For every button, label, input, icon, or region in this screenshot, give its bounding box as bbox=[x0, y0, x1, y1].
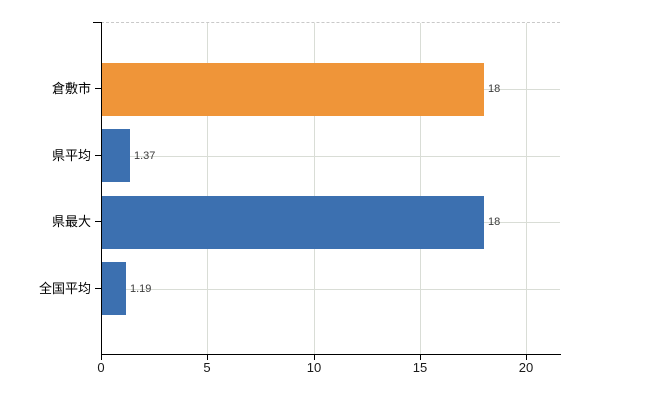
bar-value-label: 1.37 bbox=[134, 150, 156, 162]
y-axis-top-tick bbox=[93, 22, 101, 23]
h-gridline bbox=[101, 289, 560, 290]
bar-value-label: 18 bbox=[488, 83, 501, 95]
x-tick-label: 20 bbox=[518, 360, 534, 375]
y-axis-tick bbox=[95, 155, 101, 156]
x-tick-label: 5 bbox=[203, 360, 211, 375]
y-axis-tick bbox=[95, 221, 101, 222]
x-tick-label: 0 bbox=[97, 360, 105, 375]
plot-area: 18 1.37 18 1.19 bbox=[101, 22, 560, 354]
y-axis-tick bbox=[95, 288, 101, 289]
y-axis-tick bbox=[95, 88, 101, 89]
x-axis-line bbox=[101, 354, 561, 355]
bar bbox=[101, 196, 484, 249]
y-axis-line bbox=[101, 22, 102, 354]
x-axis-tick bbox=[207, 355, 208, 360]
bar bbox=[101, 63, 484, 116]
x-axis-tick bbox=[420, 355, 421, 360]
bar-value-label: 1.19 bbox=[130, 283, 152, 295]
x-axis-tick bbox=[314, 355, 315, 360]
bar bbox=[101, 129, 130, 182]
x-tick-label: 15 bbox=[412, 360, 428, 375]
bar bbox=[101, 262, 126, 315]
category-label: 県最大 bbox=[51, 214, 91, 229]
category-label: 全国平均 bbox=[38, 281, 91, 296]
v-gridline bbox=[526, 23, 527, 354]
category-label: 倉敷市 bbox=[51, 81, 91, 96]
bar-value-label: 18 bbox=[488, 216, 501, 228]
v-gridline bbox=[313, 23, 315, 354]
category-label: 県平均 bbox=[51, 148, 91, 163]
h-gridline bbox=[101, 156, 560, 157]
x-axis-tick bbox=[526, 355, 527, 360]
x-tick-label: 10 bbox=[306, 360, 322, 375]
v-gridline bbox=[419, 23, 421, 354]
v-gridline bbox=[207, 23, 209, 354]
x-axis-tick bbox=[101, 355, 102, 360]
